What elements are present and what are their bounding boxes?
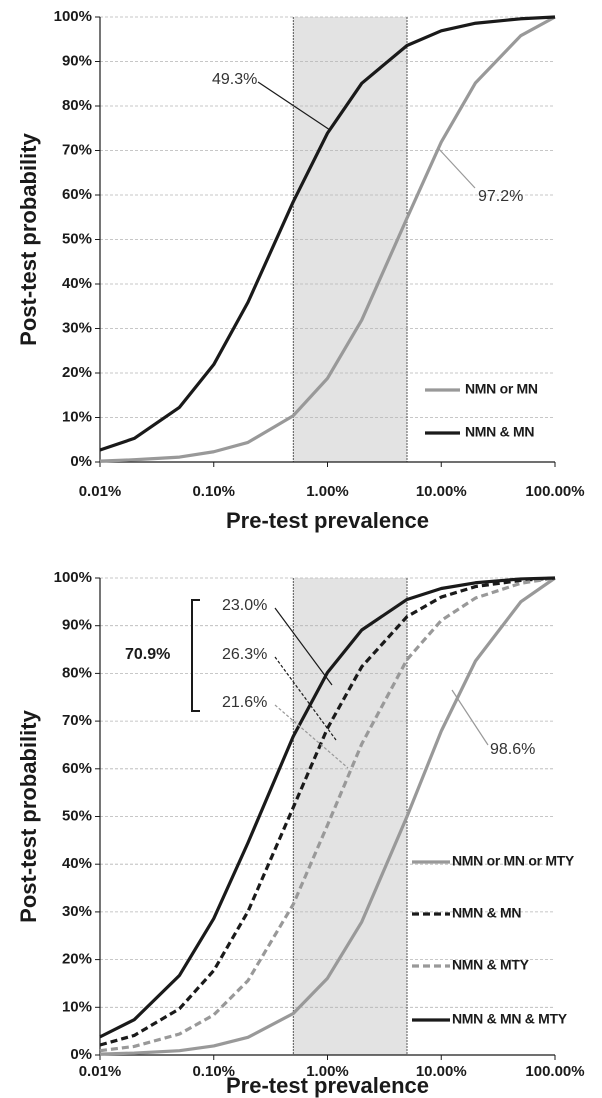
y-tick-label: 0% [70,1046,92,1063]
chart-panel: 0% 10% 20% 30% 40% 50% 60% 70% 80% 90% 100% 0.01% 0.… [16,8,585,533]
legend-label: NMN & MN & MTY [452,1011,568,1027]
y-tick-label: 50% [62,807,92,824]
x-tick-label: 10.00% [416,1063,467,1080]
annotation: 49.3% [212,71,257,88]
series-line [99,15,556,463]
annotation-leader [451,689,489,746]
annotation-leader [274,704,349,769]
y-axis-title: Post-test probability [16,709,41,922]
x-tick-label: 100.00% [525,1063,584,1080]
y-tick-label: 90% [62,617,92,634]
chart-panel: 0% 10% 20% 30% 40% 50% 60% 70% 80% 90% 100% 0.01% 0.… [16,569,585,1098]
y-tick-label: 40% [62,855,92,872]
annotation-leader [274,607,333,686]
series-line [99,576,556,1039]
y-tick-label: 10% [62,408,92,425]
annotation-leader [257,81,331,131]
annotation: 23.0% [222,597,267,614]
annotation-leader [274,656,337,741]
legend-label: NMN & MTY [452,957,530,973]
series-line [99,576,556,1053]
series-line [99,576,556,1047]
y-tick-label: 80% [62,97,92,114]
y-tick-label: 70% [62,141,92,158]
y-tick-label: 100% [54,569,92,586]
annotation: 70.9% [125,646,170,663]
y-tick-label: 70% [62,712,92,729]
legend-label: NMN & MN [465,424,534,440]
y-tick-label: 40% [62,275,92,292]
annotation: 21.6% [222,694,267,711]
x-tick-label: 100.00% [525,483,584,500]
x-tick-label: 0.01% [79,1063,122,1080]
y-tick-label: 0% [70,453,92,470]
series-line [99,576,556,1056]
x-tick-label: 0.10% [192,483,235,500]
y-tick-label: 50% [62,230,92,247]
y-tick-label: 30% [62,319,92,336]
x-axis-title: Pre-test prevalence [226,508,429,533]
y-tick-label: 100% [54,8,92,25]
y-tick-label: 10% [62,998,92,1015]
y-tick-label: 90% [62,52,92,69]
annotation: 26.3% [222,646,267,663]
annotation: 98.6% [490,741,535,758]
x-tick-label: 1.00% [306,1063,349,1080]
x-tick-label: 1.00% [306,483,349,500]
x-axis-title: Pre-test prevalence [226,1073,429,1098]
x-tick-label: 10.00% [416,483,467,500]
y-tick-label: 30% [62,903,92,920]
legend-label: NMN or MN or MTY [452,853,575,869]
legend-label: NMN or MN [465,381,538,397]
x-tick-label: 0.10% [192,1063,235,1080]
y-tick-label: 60% [62,186,92,203]
y-tick-label: 60% [62,760,92,777]
y-tick-label: 20% [62,364,92,381]
x-tick-label: 0.01% [79,483,122,500]
y-axis-title: Post-test probability [16,132,41,345]
y-tick-label: 20% [62,951,92,968]
annotation-leader [437,147,476,189]
annotation: 97.2% [478,188,523,205]
legend-label: NMN & MN [452,905,521,921]
bracket [191,599,200,712]
series-line [99,15,556,452]
y-tick-label: 80% [62,664,92,681]
